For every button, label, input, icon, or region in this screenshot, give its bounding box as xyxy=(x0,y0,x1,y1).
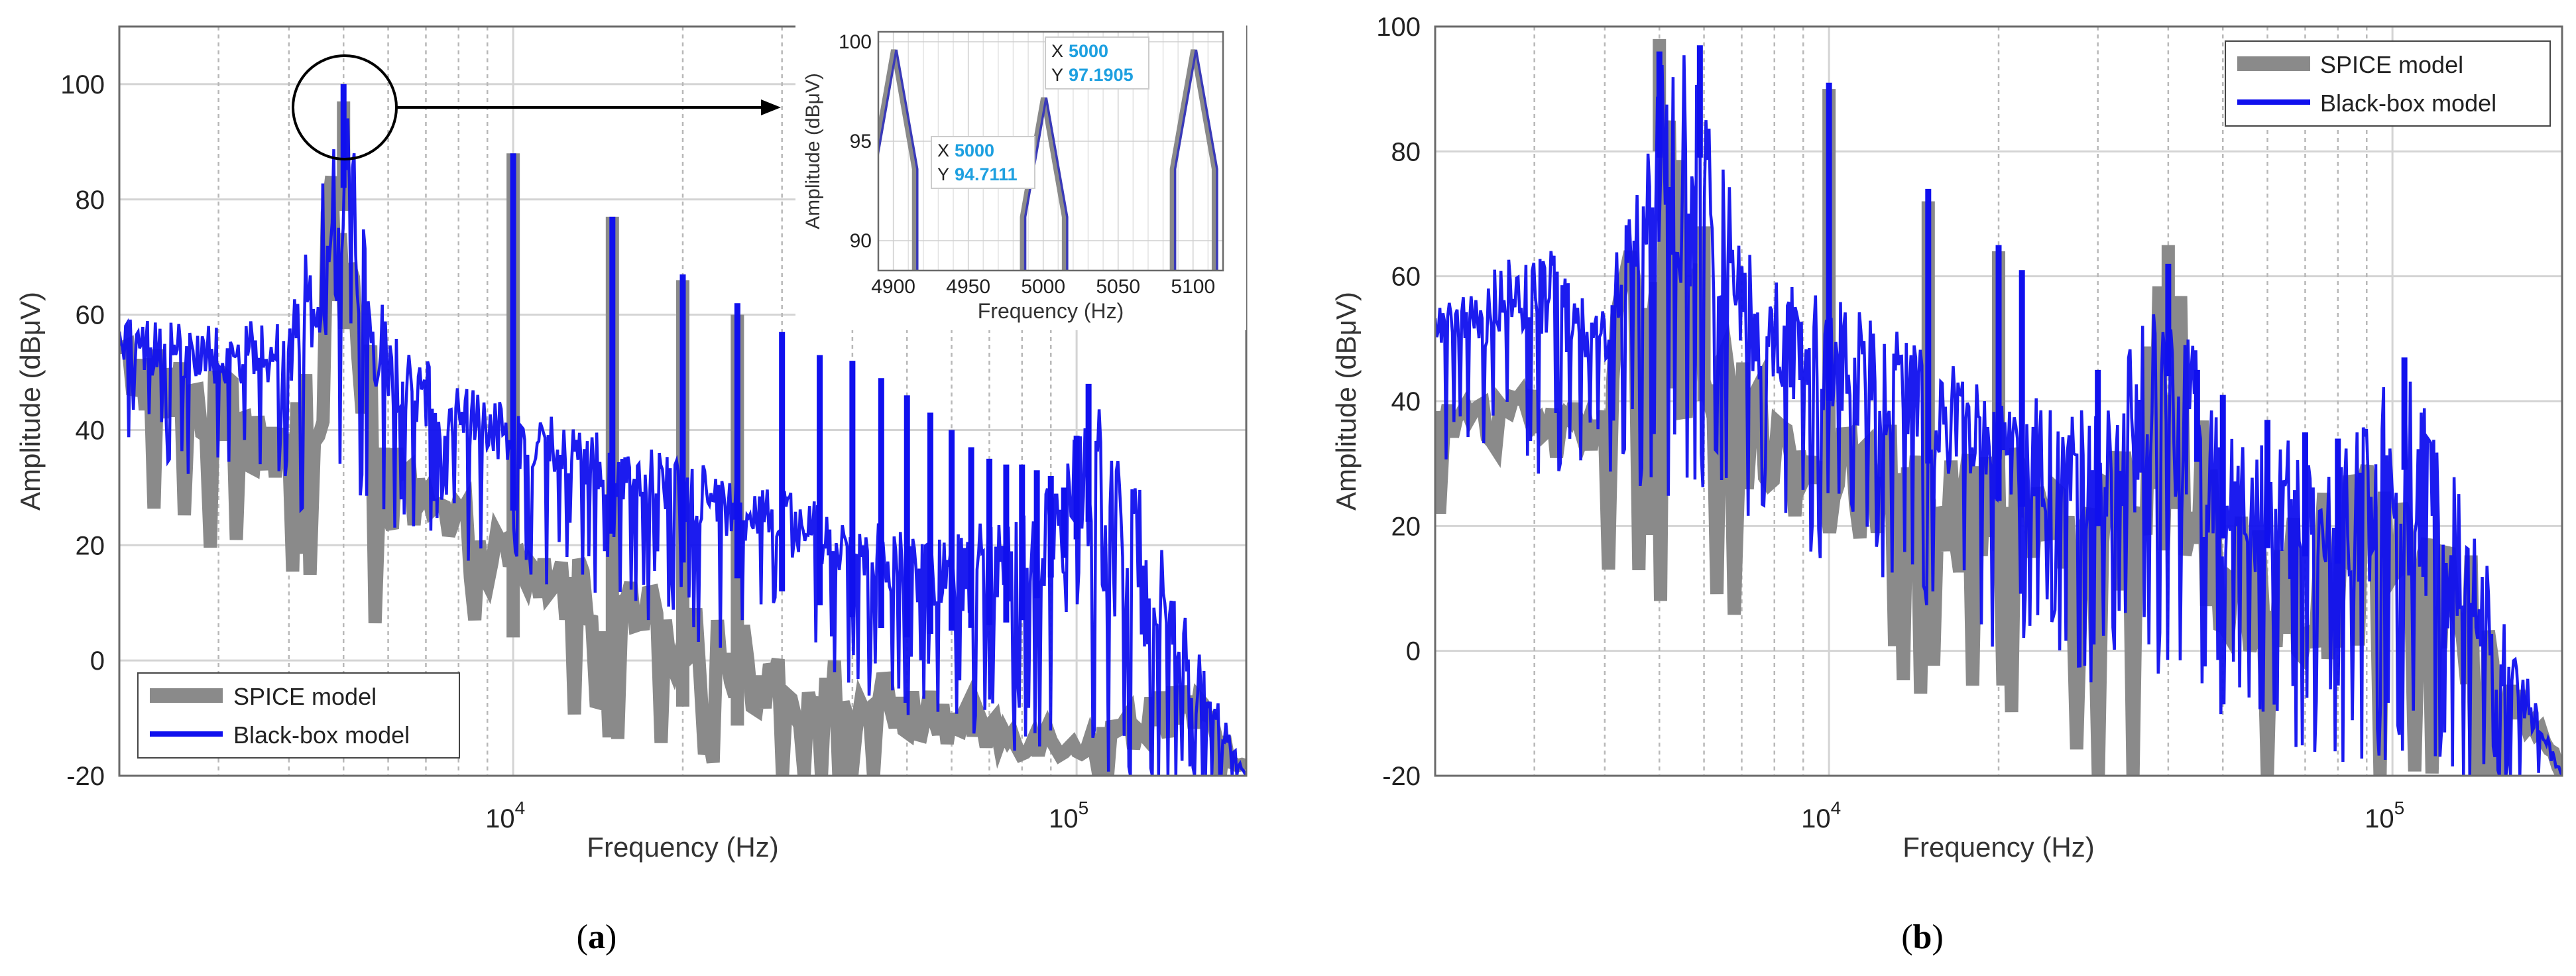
legend-label-spice-b: SPICE model xyxy=(2320,51,2463,78)
legend-box-b xyxy=(2225,40,2551,127)
x-tick-label: 105 xyxy=(2365,798,2404,833)
datatip-lower-x-key: X xyxy=(937,141,949,160)
x-axis-label-a: Frequency (Hz) xyxy=(587,831,778,863)
inset-y-tick-label: 95 xyxy=(850,131,872,152)
datatip-lower: X 5000 Y 94.7111 xyxy=(931,136,1035,189)
datatip-upper-x-key: X xyxy=(1051,41,1063,61)
inset-peak-blackbox xyxy=(878,49,919,271)
panel-caption-a: (a) xyxy=(577,918,617,956)
y-tick-label: 20 xyxy=(1391,512,1421,541)
x-tick-label: 104 xyxy=(1801,798,1841,833)
y-tick-label: 80 xyxy=(1391,137,1421,166)
legend-box-a xyxy=(137,672,460,759)
inset-plot: 90 95 100 4900 4950 5000 5050 5100 Frequency (H… xyxy=(795,19,1246,330)
inset-x-tick-label: 4900 xyxy=(871,276,915,298)
datatip-lower-box xyxy=(931,136,1035,189)
y-tick-label: 60 xyxy=(76,301,105,330)
inset-peak-blackbox xyxy=(1024,97,1069,271)
panel-caption-b: (b) xyxy=(1901,918,1944,956)
y-tick-label: 100 xyxy=(1376,13,1421,42)
x-tick-label: 105 xyxy=(1049,798,1088,833)
legend-label-blackbox-b: Black-box model xyxy=(2320,90,2496,117)
y-tick-label: 60 xyxy=(1391,263,1421,292)
tick-labels-a: -20 0 20 40 60 80 100 104 105 xyxy=(60,70,1088,833)
y-tick-label: 40 xyxy=(76,416,105,445)
inset-x-tick-label: 5000 xyxy=(1021,276,1065,298)
series-b xyxy=(1435,38,2562,776)
y-tick-label: 0 xyxy=(90,646,105,676)
panel-a: -20 0 20 40 60 80 100 104 105 Frequency (Hz) Amp… xyxy=(15,19,1248,956)
datatip-lower-x-val: 5000 xyxy=(955,141,994,160)
legend-a: SPICE model Black-box model xyxy=(137,672,460,759)
legend-label-blackbox-a: Black-box model xyxy=(233,721,410,749)
inset-y-axis-label: Amplitude (dBμV) xyxy=(802,73,824,229)
inset-peak-spice xyxy=(1169,49,1216,271)
inset-peak-spice xyxy=(1020,97,1067,271)
y-tick-label: 80 xyxy=(76,186,105,215)
axes-frame-a xyxy=(118,25,1248,777)
x-axis-label-b: Frequency (Hz) xyxy=(1903,831,2094,863)
zoom-arrow-head xyxy=(761,99,781,115)
panel-b: -20 0 20 40 60 80 100 104 105 Frequency (Hz) Amp… xyxy=(1330,13,2563,956)
datatip-upper-y-val: 97.1905 xyxy=(1069,65,1134,85)
y-tick-label: -20 xyxy=(66,762,105,791)
legend-label-spice-a: SPICE model xyxy=(233,683,377,710)
series-a xyxy=(119,84,1246,776)
panel-caption-a-letter: a xyxy=(588,918,605,956)
datatip-upper-box xyxy=(1045,36,1149,90)
y-axis-label-b: Amplitude (dBμV) xyxy=(1330,292,1362,511)
legend-b: SPICE model Black-box model xyxy=(2225,40,2551,127)
inset-x-tick-label: 5050 xyxy=(1096,276,1140,298)
y-axis-label-a: Amplitude (dBμV) xyxy=(15,292,46,511)
inset-tick-labels: 90 95 100 4900 4950 5000 5050 5100 xyxy=(839,31,1215,298)
datatip-upper: X 5000 Y 97.1905 xyxy=(1045,36,1149,90)
inset-frame xyxy=(877,30,1224,272)
x-tick-label: 104 xyxy=(485,798,525,833)
inset-series xyxy=(878,49,1218,271)
y-tick-label: 20 xyxy=(76,531,105,560)
y-tick-label: 0 xyxy=(1406,637,1421,666)
y-tick-label: 40 xyxy=(1391,387,1421,416)
datatip-lower-y-key: Y xyxy=(937,164,949,184)
y-tick-label: -20 xyxy=(1382,762,1421,791)
datatip-lower-y-val: 94.7111 xyxy=(955,164,1018,184)
inset-peak-spice xyxy=(878,49,917,271)
tick-labels-b: -20 0 20 40 60 80 100 104 105 xyxy=(1376,13,2404,833)
axes-frame-b xyxy=(1434,25,2563,777)
inset-x-tick-label: 4950 xyxy=(946,276,990,298)
inset-x-tick-label: 5100 xyxy=(1171,276,1215,298)
datatip-upper-x-val: 5000 xyxy=(1069,41,1108,61)
inset-y-tick-label: 100 xyxy=(839,31,872,53)
panel-caption-b-letter: b xyxy=(1913,918,1932,956)
inset-peak-blackbox xyxy=(1173,49,1218,271)
inset-y-tick-label: 90 xyxy=(850,230,872,252)
y-tick-label: 100 xyxy=(60,70,105,99)
inset-x-axis-label: Frequency (Hz) xyxy=(978,299,1124,323)
datatip-upper-y-key: Y xyxy=(1051,65,1063,85)
